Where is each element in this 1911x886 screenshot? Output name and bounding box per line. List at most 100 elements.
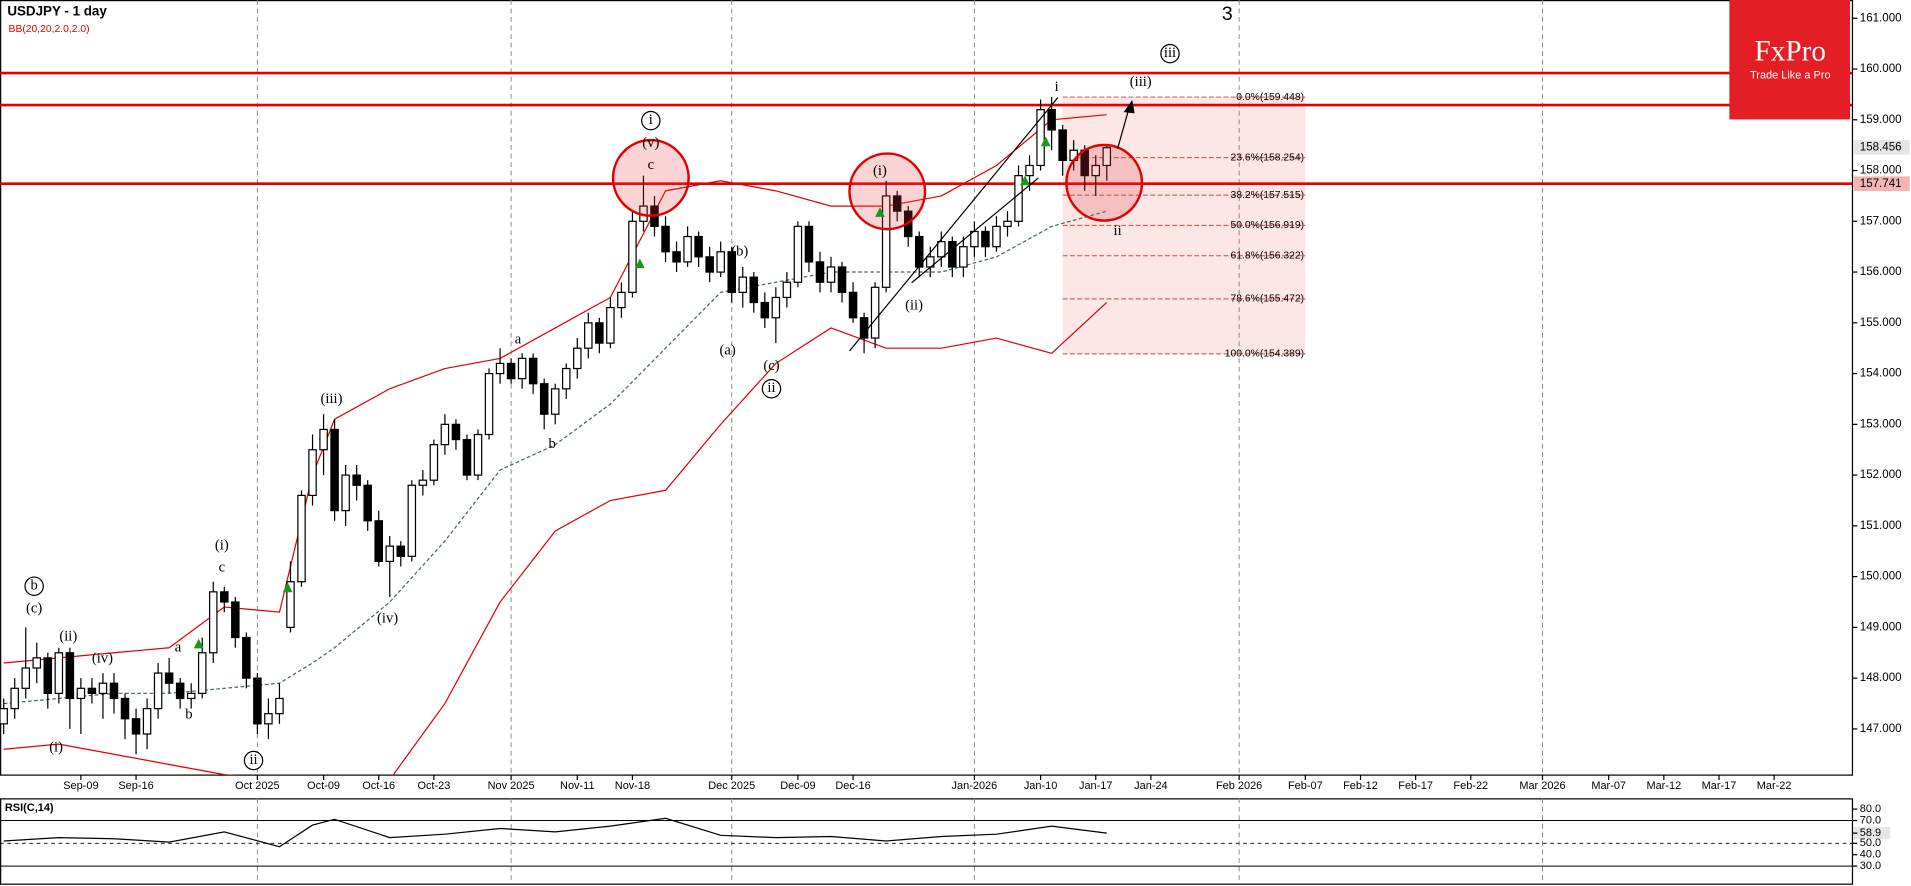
candle-body <box>1091 164 1101 177</box>
y-tick-label: 159.000 <box>1860 114 1902 126</box>
fib-label: 78.6%(155.472) <box>1231 294 1305 305</box>
candle-body <box>330 428 339 512</box>
candle-body <box>297 494 306 583</box>
fib-label: 50.0%(156.919) <box>1231 220 1305 231</box>
wave-label: (b) <box>731 244 748 260</box>
wave-label: c <box>219 559 226 575</box>
x-tick-label: Jan-24 <box>1134 780 1168 792</box>
x-tick-label: Sep-09 <box>63 780 98 792</box>
candle-body <box>286 581 295 628</box>
x-tick-label: Mar-12 <box>1646 780 1681 792</box>
candle-body <box>385 545 395 563</box>
arrow-line <box>1117 109 1130 149</box>
indicator-label: BB(20,20,2.0,2.0) <box>9 24 90 35</box>
candle-body <box>164 672 174 684</box>
wave-label-circle <box>243 750 264 771</box>
candle-body <box>220 591 229 603</box>
candle-body <box>528 357 538 385</box>
y-tick-label: 151.000 <box>1860 520 1902 532</box>
candle-body <box>661 225 670 253</box>
candle-body <box>892 195 902 212</box>
wave-label: (i) <box>49 740 63 756</box>
candle-body <box>484 372 494 436</box>
candle-body <box>319 428 328 451</box>
candle-body <box>0 707 8 725</box>
wave-label: (a) <box>719 342 735 358</box>
candle-body <box>506 362 516 380</box>
candle-body <box>584 322 593 349</box>
candle-body <box>54 652 64 694</box>
wave-label: a <box>175 640 182 656</box>
candle-body <box>595 322 604 344</box>
wave-label: (ii) <box>905 297 923 313</box>
wave-label-circle <box>641 110 661 131</box>
x-tick-label: Feb-22 <box>1453 780 1488 792</box>
candle-body <box>374 520 383 563</box>
candle-body <box>153 672 163 710</box>
candle-body <box>837 266 847 293</box>
channel-line <box>849 97 1059 352</box>
candle-body <box>959 246 968 268</box>
candle-body <box>672 251 681 263</box>
y-tick-label: 153.000 <box>1860 418 1902 430</box>
candle-body <box>451 423 461 441</box>
x-tick-label: Oct 2025 <box>235 780 279 792</box>
candle-body <box>120 697 130 720</box>
y-tick-label: 150.000 <box>1860 571 1902 583</box>
x-tick-label: Dec-16 <box>835 780 870 792</box>
candle-body <box>738 276 748 293</box>
candle-body <box>242 636 251 679</box>
candle-body <box>981 230 990 248</box>
candle-body <box>683 235 692 263</box>
x-tick-label: Oct-23 <box>417 780 450 792</box>
x-tick-label: Nov 2025 <box>488 780 535 792</box>
candle-body <box>208 591 218 654</box>
candle-body <box>1058 129 1067 162</box>
candle-body <box>186 692 196 700</box>
candle-body <box>1102 147 1112 167</box>
highlight-circle <box>611 138 690 217</box>
fib-label: 100.0%(154.389) <box>1225 349 1304 360</box>
wave-label: a <box>515 331 522 347</box>
x-tick-label: Sep-16 <box>118 780 153 792</box>
rsi-tick-label: 40.0 <box>1860 849 1881 861</box>
x-tick-label: Feb-17 <box>1398 780 1433 792</box>
rsi-line <box>3 817 1107 848</box>
arrow-head <box>1123 99 1135 114</box>
x-tick-label: Oct-09 <box>307 780 340 792</box>
brand-tagline: Trade Like a Pro <box>1750 69 1831 81</box>
candle-body <box>473 433 483 476</box>
candle-body <box>705 256 714 273</box>
candle-body <box>606 306 615 344</box>
x-tick-label: Mar-07 <box>1591 780 1626 792</box>
level-price-box <box>1853 176 1910 192</box>
candle-body <box>462 438 472 476</box>
candle-body <box>109 682 119 700</box>
x-tick-label: Feb 2026 <box>1216 780 1262 792</box>
x-tick-label: Mar-17 <box>1702 780 1737 792</box>
wave-label: b <box>548 436 555 452</box>
rsi-label: RSI(C,14) <box>5 802 54 814</box>
x-tick-label: Nov-18 <box>615 780 650 792</box>
candle-body <box>197 652 207 694</box>
x-tick-label: Oct-16 <box>362 780 395 792</box>
wave-degree-label: 3 <box>1222 3 1233 25</box>
x-tick-label: Dec-09 <box>780 780 815 792</box>
candle-body <box>142 707 152 735</box>
wave-label: (i) <box>873 163 887 179</box>
candle-body <box>793 225 803 283</box>
wave-label-circle <box>761 379 782 399</box>
candle-body <box>749 276 759 304</box>
candle-body <box>760 301 770 319</box>
candle-body <box>87 687 97 694</box>
wave-label: ii <box>767 380 775 396</box>
rsi-tick-label: 70.0 <box>1860 814 1881 826</box>
candle-body <box>694 235 703 258</box>
rsi-current-box <box>1853 827 1891 840</box>
x-tick-label: Mar-22 <box>1757 780 1792 792</box>
candle-body <box>970 230 979 248</box>
chart-title: USDJPY - 1 day <box>7 4 107 19</box>
wave-label: (iv) <box>377 610 398 626</box>
candle-body <box>1025 164 1034 177</box>
rsi-tick-label: 58.9 <box>1860 827 1881 839</box>
